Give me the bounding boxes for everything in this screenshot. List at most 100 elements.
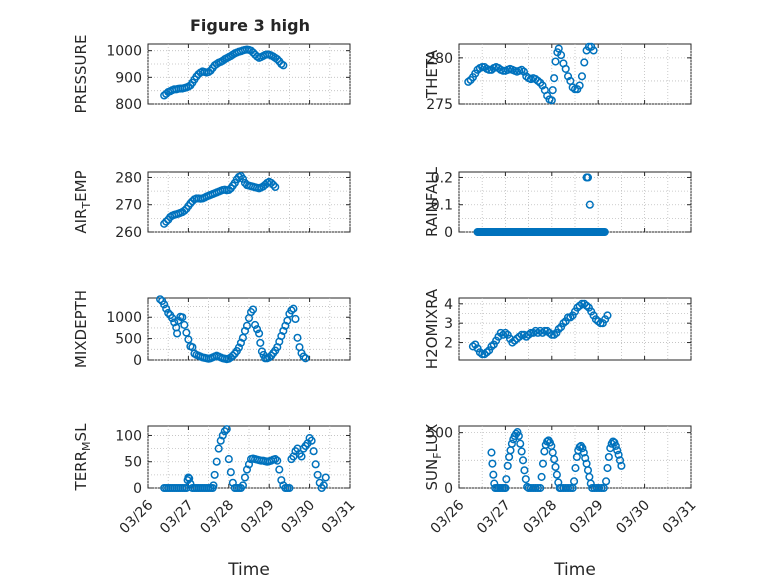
data-point xyxy=(307,436,316,445)
data-point xyxy=(537,472,546,481)
data-point xyxy=(521,475,530,484)
data-point xyxy=(613,446,622,455)
data-point xyxy=(246,46,256,55)
data-point xyxy=(319,481,328,490)
data-point xyxy=(178,313,187,322)
data-point xyxy=(577,72,587,81)
ylabel-1: PRESSURE xyxy=(72,35,90,114)
data-point xyxy=(600,227,609,237)
y-tick-label: 4 xyxy=(444,297,453,313)
x-tick-label: 03/30 xyxy=(613,497,653,537)
data-point xyxy=(536,483,545,493)
data-point xyxy=(297,452,306,461)
panel-1: 800 900 1000 PRESSURE xyxy=(72,35,351,114)
data-point xyxy=(186,199,195,208)
data-point xyxy=(283,316,292,325)
data-point xyxy=(561,64,570,73)
x-tick-label: 03/26 xyxy=(428,497,468,537)
data-point xyxy=(603,311,612,320)
data-point xyxy=(517,447,526,456)
data-point xyxy=(599,483,608,493)
data-point xyxy=(273,55,282,64)
y-tick-label: 0.1 xyxy=(431,198,453,214)
data-point xyxy=(503,461,512,470)
data-point xyxy=(550,74,559,83)
data-point xyxy=(224,185,233,195)
panel-5: 0 500 1000 MIXDEPTH xyxy=(72,290,351,369)
figure-title: Figure 3 high xyxy=(190,16,310,35)
data-point xyxy=(489,470,498,479)
data-point xyxy=(321,473,330,482)
data-point xyxy=(604,452,613,462)
data-point xyxy=(520,466,529,475)
data-point xyxy=(581,454,590,463)
x-tick-label: 03/28 xyxy=(197,497,237,537)
data-point xyxy=(173,329,182,338)
data-point xyxy=(184,335,193,344)
data-point xyxy=(271,455,280,464)
data-point xyxy=(487,448,496,457)
data-point xyxy=(547,96,556,105)
panel-3: 260 270 280 AIRTEMP xyxy=(72,170,351,241)
data-point xyxy=(248,305,258,314)
y-tick-label: 0 xyxy=(133,481,142,497)
ylabel-5: MIXDEPTH xyxy=(72,290,90,368)
ylabel-2: THETA xyxy=(423,49,441,99)
y-tick-label: 270 xyxy=(115,198,142,214)
data-point xyxy=(218,431,227,440)
x-tick-label: 03/29 xyxy=(238,497,278,537)
data-point xyxy=(557,51,566,60)
y-tick-label: 275 xyxy=(426,97,453,113)
y-tick-label: 500 xyxy=(115,332,142,348)
y-tick-label: 0 xyxy=(444,481,453,497)
data-point xyxy=(614,450,623,459)
x-tick-label: 03/31 xyxy=(319,497,359,537)
y-tick-label: 260 xyxy=(115,225,142,241)
data-point xyxy=(615,456,625,465)
data-point xyxy=(514,431,523,441)
data-point xyxy=(185,474,194,483)
data-point xyxy=(182,328,191,337)
data-point xyxy=(238,481,247,490)
xlabel-8: Time xyxy=(553,560,596,580)
y-tick-label: 0.2 xyxy=(431,170,453,186)
ylabel-4: RAINFALL xyxy=(423,166,441,237)
y-tick-label: 1000 xyxy=(106,44,142,60)
x-tick-label: 03/31 xyxy=(660,497,700,537)
data-point xyxy=(162,304,171,313)
data-point xyxy=(273,456,282,465)
data-point xyxy=(156,295,165,304)
data-point xyxy=(583,173,593,182)
data-point xyxy=(502,475,511,484)
data-point xyxy=(279,61,288,70)
data-point xyxy=(224,455,233,464)
panel-7: 0 50 100 03/26 03/27 03/28 03/29 03/30 03/31 TERR… xyxy=(72,423,358,580)
data-point xyxy=(602,477,611,486)
data-point xyxy=(311,460,320,469)
data-point xyxy=(269,180,278,189)
y-tick-label: 280 xyxy=(115,170,142,186)
data-point xyxy=(570,477,579,486)
ylabel-6: H2OMIXRA xyxy=(423,288,441,369)
data-point xyxy=(228,351,237,360)
data-point xyxy=(255,329,264,338)
data-point xyxy=(234,343,243,352)
data-point xyxy=(287,306,296,315)
y-tick-label: 50 xyxy=(124,455,142,471)
data-point xyxy=(210,470,219,479)
data-point xyxy=(575,81,584,90)
data-point xyxy=(293,333,302,342)
x-tick-label: 03/28 xyxy=(520,497,560,537)
data-point xyxy=(222,425,231,434)
data-point xyxy=(256,338,265,347)
data-point xyxy=(513,428,522,437)
data-point xyxy=(180,320,189,329)
data-point xyxy=(253,325,262,334)
data-point xyxy=(212,457,221,466)
data-point xyxy=(579,448,588,457)
data-point xyxy=(291,314,300,324)
x-tick-label: 03/27 xyxy=(474,497,514,537)
data-point xyxy=(180,206,189,215)
